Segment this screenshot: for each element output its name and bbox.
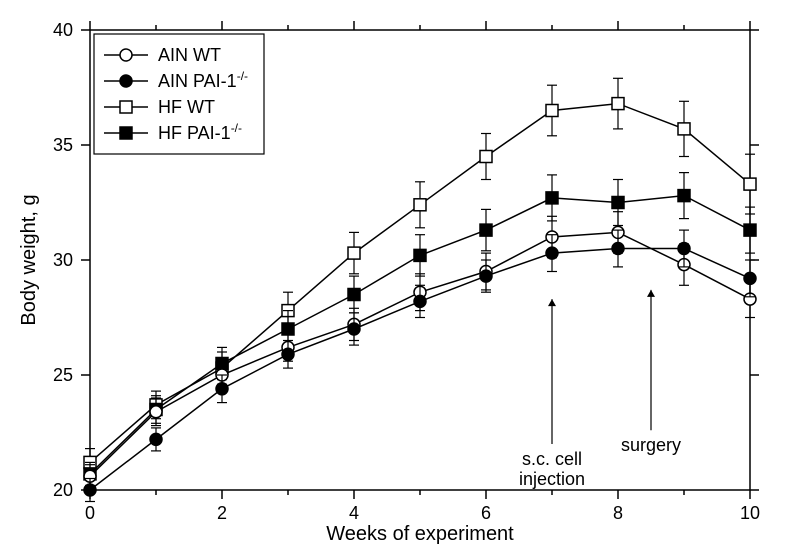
svg-text:2: 2 [217,503,227,523]
svg-text:HF PAI-1-/-: HF PAI-1-/- [158,121,242,143]
svg-text:6: 6 [481,503,491,523]
svg-text:20: 20 [53,480,73,500]
svg-text:Body weight, g: Body weight, g [18,194,40,325]
svg-text:Weeks of experiment: Weeks of experiment [326,523,514,545]
svg-text:10: 10 [740,503,760,523]
svg-text:AIN PAI-1-/-: AIN PAI-1-/- [158,69,248,91]
svg-text:HF WT: HF WT [158,97,215,117]
svg-text:s.c. cell: s.c. cell [522,449,582,469]
body-weight-chart: 0 2 4 6 8 10 20 25 30 35 40 Weeks of experiment Body… [0,0,786,558]
svg-text:surgery: surgery [621,435,681,455]
svg-text:35: 35 [53,135,73,155]
svg-text:injection: injection [519,469,585,489]
svg-text:40: 40 [53,20,73,40]
svg-text:0: 0 [85,503,95,523]
svg-text:8: 8 [613,503,623,523]
svg-text:4: 4 [349,503,359,523]
svg-text:30: 30 [53,250,73,270]
svg-text:AIN WT: AIN WT [158,45,221,65]
svg-text:25: 25 [53,365,73,385]
